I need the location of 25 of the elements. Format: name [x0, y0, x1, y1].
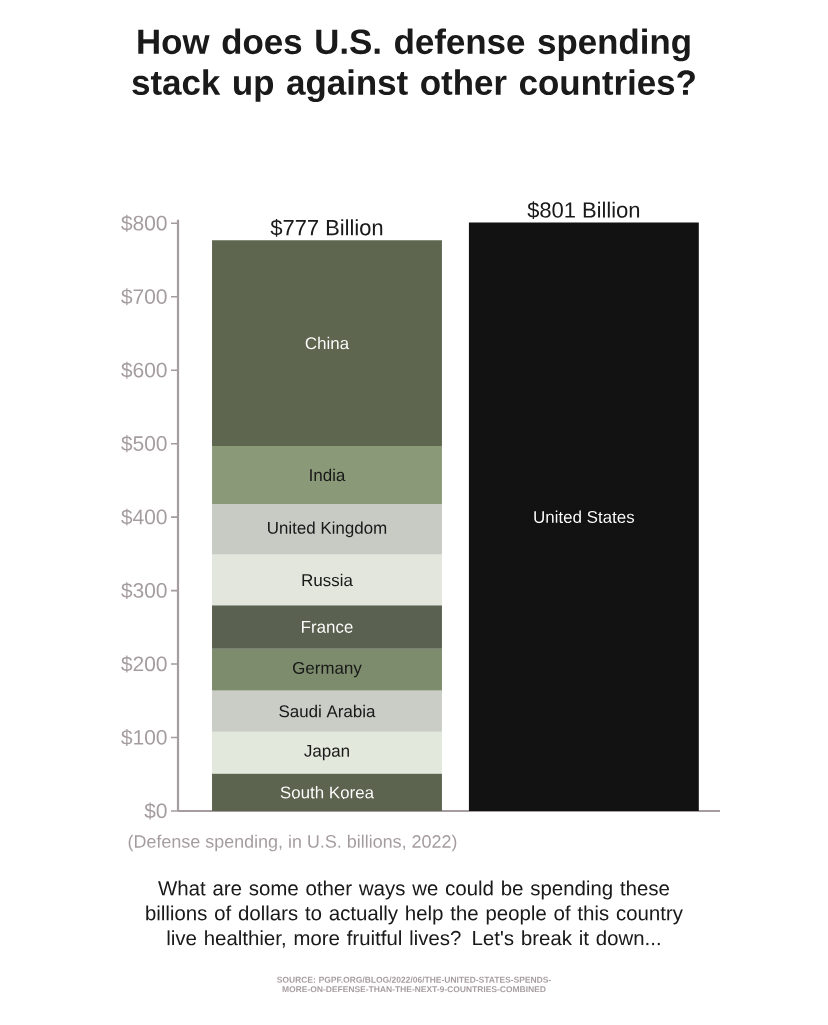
- y-tick-label: $400: [121, 508, 167, 526]
- series-label: China: [305, 336, 350, 350]
- series-label: France: [302, 621, 353, 633]
- chart-title: How does U.S. defense spending stack up against other countries?: [132, 28, 695, 103]
- text: What are some other ways we could be spending these billions of dollars to actually help the people of this country live healthier, more fruitful lives? Let's break it down...: [146, 880, 683, 948]
- series-label: Russia: [302, 573, 353, 587]
- y-tick-label: $700: [121, 288, 167, 306]
- series-label: Germany: [293, 661, 362, 678]
- y-tick-label: $200: [121, 655, 167, 673]
- series-label: Saudi Arabia: [279, 704, 376, 718]
- y-tick-label: $0: [144, 802, 167, 820]
- y-tick-label: $600: [121, 361, 167, 379]
- series-label: United Kingdom: [268, 521, 387, 538]
- series-label: South Korea: [280, 786, 375, 799]
- total-label: $777 Billion: [270, 218, 383, 237]
- source-note: SOURCE: PGPF.ORG/BLOG/2022/06/THE-UNITED-STATES-SPENDS-MORE-ON-DEFENSE-THAN-THE-NEXT-9-COUNTRIES-COMBINED: [277, 976, 551, 993]
- x-axis-title: (Defense spending, in U.S. billions, 2022): [128, 834, 457, 852]
- series-label: India: [310, 468, 346, 482]
- series-label: Japan: [304, 745, 349, 761]
- y-tick-label: $800: [121, 214, 167, 232]
- y-tick-label: $500: [121, 435, 167, 453]
- y-tick-label: $100: [121, 729, 167, 746]
- series-label: United States: [534, 510, 635, 524]
- total-label: $801 Billion: [527, 201, 640, 220]
- y-tick-label: $300: [121, 582, 167, 600]
